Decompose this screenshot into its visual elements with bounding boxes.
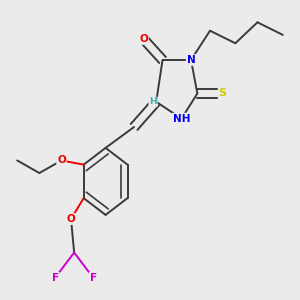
Text: NH: NH xyxy=(173,114,190,124)
Text: F: F xyxy=(52,273,59,283)
Text: O: O xyxy=(67,214,75,224)
Text: N: N xyxy=(187,55,195,65)
Text: F: F xyxy=(90,273,97,283)
Text: H: H xyxy=(149,98,157,106)
Text: S: S xyxy=(219,88,227,98)
Text: O: O xyxy=(139,34,148,44)
Text: O: O xyxy=(57,155,66,166)
